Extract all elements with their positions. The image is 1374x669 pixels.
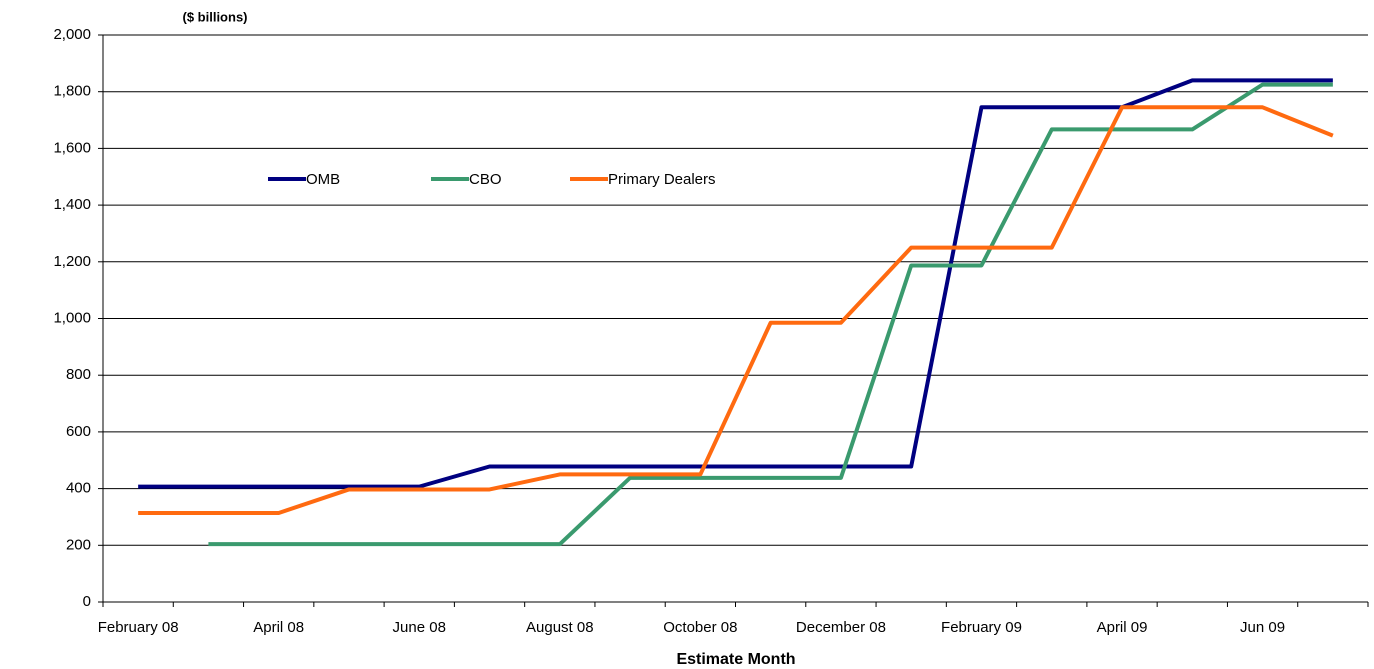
y-tick-label: 2,000 xyxy=(53,26,91,43)
x-tick-label: February 08 xyxy=(98,619,179,636)
y-tick-label: 1,600 xyxy=(53,139,91,156)
legend-label: CBO xyxy=(469,171,502,188)
legend-label: Primary Dealers xyxy=(608,171,716,188)
y-tick-label: 600 xyxy=(66,423,91,440)
y-tick-label: 800 xyxy=(66,366,91,383)
x-tick-label: October 08 xyxy=(663,619,737,636)
x-tick-label: Jun 09 xyxy=(1240,619,1285,636)
x-tick-label: December 08 xyxy=(796,619,886,636)
x-tick-label: February 09 xyxy=(941,619,1022,636)
x-tick-label: June 08 xyxy=(393,619,446,636)
y-tick-label: 200 xyxy=(66,536,91,553)
y-tick-label: 0 xyxy=(83,593,91,610)
series-line xyxy=(138,105,1334,515)
y-tick-label: 1,400 xyxy=(53,196,91,213)
y-tick-label: 1,200 xyxy=(53,253,91,270)
x-tick-label: August 08 xyxy=(526,619,594,636)
x-tick-label: April 09 xyxy=(1097,619,1148,636)
x-tick-label: April 08 xyxy=(253,619,304,636)
y-tick-label: 400 xyxy=(66,480,91,497)
x-axis-label: Estimate Month xyxy=(676,651,795,668)
y-tick-label: 1,000 xyxy=(53,309,91,326)
legend-label: OMB xyxy=(306,171,340,188)
y-axis-label: ($ billions) xyxy=(183,9,248,24)
series-line xyxy=(138,78,1333,489)
y-tick-label: 1,800 xyxy=(53,83,91,100)
series-line xyxy=(208,82,1333,547)
